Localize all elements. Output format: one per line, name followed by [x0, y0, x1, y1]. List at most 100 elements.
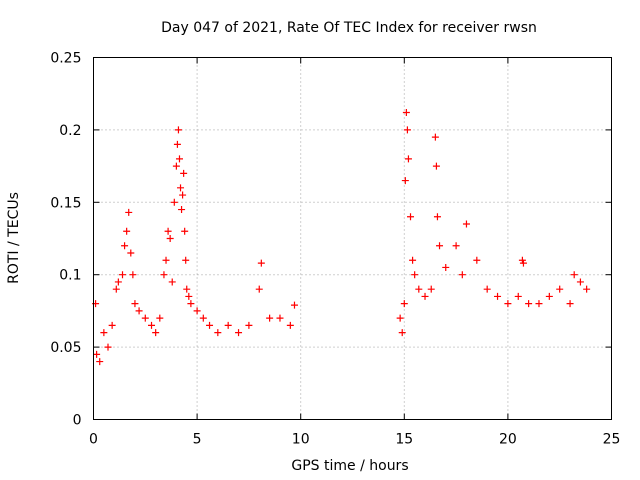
data-point	[131, 300, 139, 308]
data-point	[181, 227, 189, 235]
data-point	[162, 256, 170, 264]
data-point	[576, 278, 584, 286]
data-point	[514, 292, 522, 300]
data-point	[152, 329, 160, 337]
data-point	[127, 249, 135, 257]
data-point	[566, 300, 574, 308]
data-point	[504, 300, 512, 308]
axis-ticks	[93, 57, 612, 420]
data-point	[166, 235, 174, 242]
data-point	[179, 191, 187, 199]
grid-lines	[93, 57, 612, 420]
data-point	[396, 314, 404, 322]
data-point	[114, 278, 122, 286]
data-point	[473, 256, 481, 264]
data-point	[245, 321, 253, 329]
data-point	[404, 155, 412, 163]
data-point	[175, 155, 183, 163]
data-point	[177, 184, 185, 192]
data-point	[583, 285, 591, 293]
data-point	[483, 285, 491, 293]
data-point	[407, 213, 415, 221]
data-point	[431, 133, 439, 141]
data-point	[409, 256, 417, 264]
data-point	[570, 271, 578, 279]
data-point	[112, 285, 120, 293]
data-point	[525, 300, 533, 308]
y-tick-labels: 0 0.05 0.1 0.15 0.2 0.25	[50, 51, 81, 429]
data-point	[173, 140, 181, 148]
data-point	[462, 220, 470, 228]
data-point	[164, 227, 172, 235]
data-point	[187, 300, 195, 308]
data-point	[129, 271, 137, 279]
data-point	[266, 314, 274, 322]
data-point	[519, 259, 527, 267]
data-point	[494, 292, 502, 300]
data-point	[290, 301, 298, 309]
data-point	[398, 329, 406, 337]
data-point	[193, 307, 201, 315]
data-point	[452, 242, 460, 250]
data-point	[206, 321, 214, 329]
data-point	[199, 314, 207, 322]
data-point	[174, 126, 182, 134]
data-point	[286, 321, 294, 329]
data-point	[160, 271, 168, 279]
data-point	[148, 321, 156, 329]
data-point	[104, 343, 112, 351]
data-point	[214, 329, 222, 337]
data-point	[121, 242, 129, 250]
data-point	[255, 285, 263, 293]
y-tick-label: 0.1	[59, 268, 81, 284]
data-point	[535, 300, 543, 308]
data-point	[545, 292, 553, 300]
data-point	[402, 109, 410, 117]
data-point	[436, 242, 444, 250]
data-point	[276, 314, 284, 322]
data-point	[235, 329, 243, 337]
data-point	[432, 162, 440, 170]
data-point	[257, 259, 265, 267]
x-tick-label: 25	[603, 432, 621, 448]
data-point	[224, 321, 232, 329]
data-point	[400, 300, 408, 308]
data-point	[96, 358, 104, 366]
data-point	[178, 206, 186, 214]
data-point	[180, 169, 188, 177]
data-point	[172, 162, 180, 170]
data-point	[168, 278, 176, 286]
y-tick-label: 0.25	[50, 51, 81, 67]
data-points	[92, 109, 591, 366]
data-point	[556, 285, 564, 293]
data-point	[401, 177, 409, 185]
y-tick-label: 0.15	[50, 195, 81, 211]
data-point	[156, 314, 164, 322]
chart-title: Day 047 of 2021, Rate Of TEC Index for r…	[161, 20, 537, 36]
y-tick-label: 0	[73, 413, 82, 429]
data-point	[100, 329, 108, 337]
data-point	[119, 271, 127, 279]
x-axis-label: GPS time / hours	[291, 458, 408, 474]
x-tick-labels: 0 5 10 15 20 25	[89, 432, 620, 448]
data-point	[458, 271, 466, 279]
plot-frame	[93, 57, 612, 420]
data-point	[125, 208, 133, 216]
x-tick-label: 5	[193, 432, 202, 448]
x-tick-label: 15	[395, 432, 413, 448]
data-point	[421, 292, 429, 300]
data-point	[415, 285, 423, 293]
data-point	[141, 314, 149, 322]
data-point	[135, 307, 143, 315]
y-axis-label: ROTI / TECUs	[6, 192, 22, 284]
x-tick-label: 0	[89, 432, 98, 448]
data-point	[442, 263, 450, 271]
y-tick-label: 0.05	[50, 340, 81, 356]
data-point	[411, 271, 419, 279]
data-point	[170, 198, 178, 206]
data-point	[183, 285, 191, 293]
data-point	[182, 256, 190, 264]
data-point	[427, 285, 435, 293]
data-point	[93, 350, 101, 358]
